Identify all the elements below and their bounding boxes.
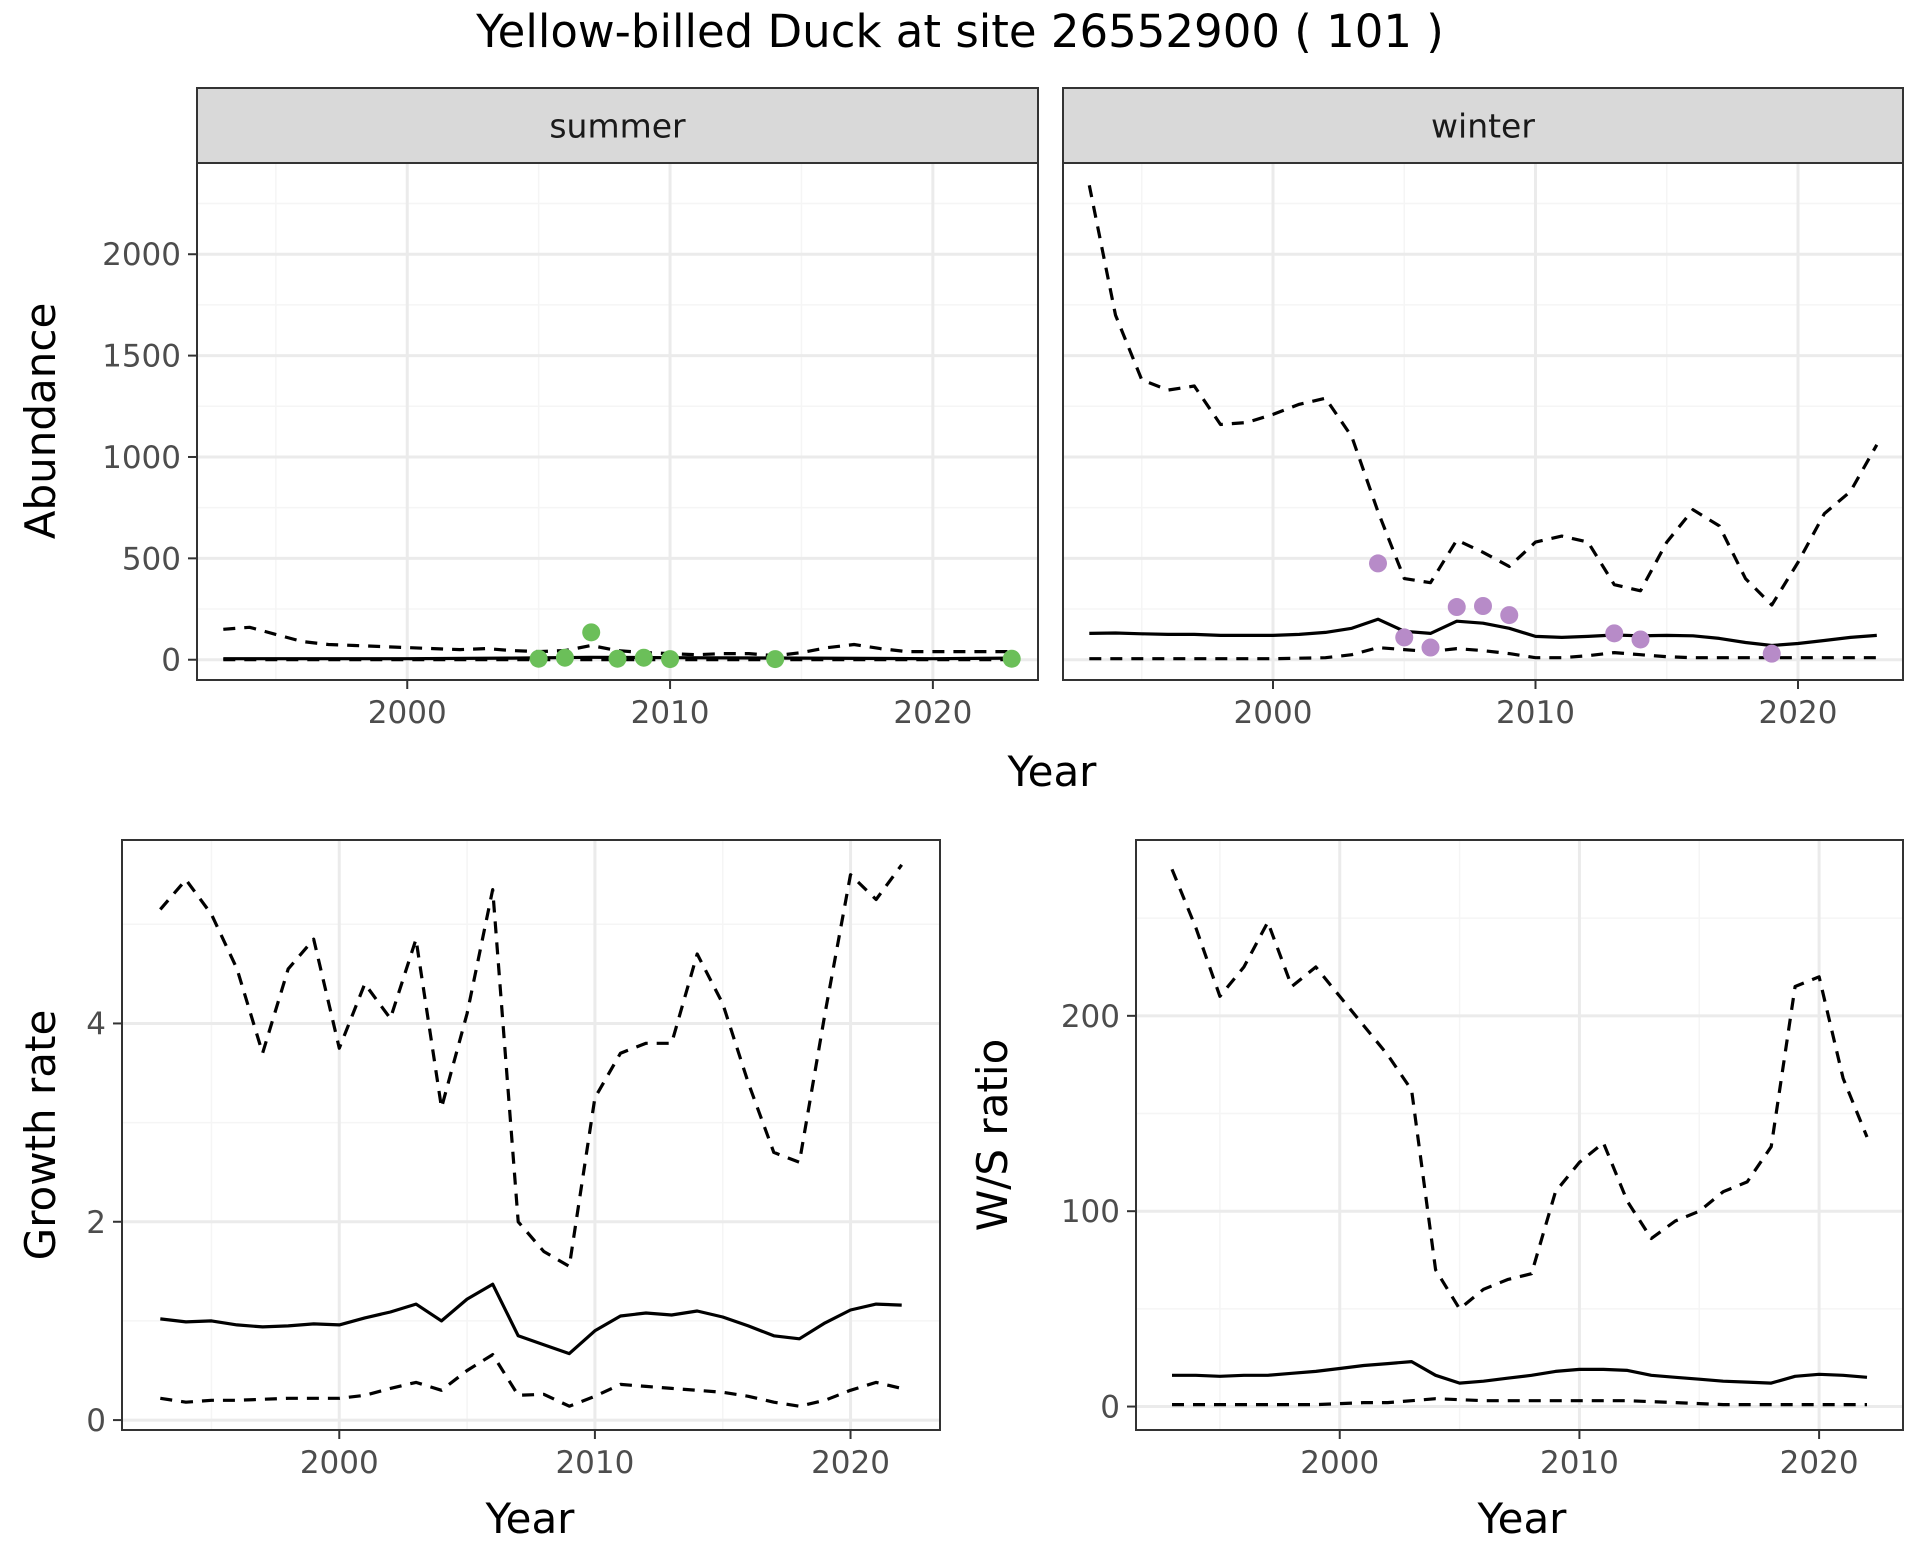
ws_ratio-mean-line	[1172, 1359, 1868, 1385]
y-tick-label: 1500	[102, 339, 181, 375]
x-tick-label: 2000	[300, 1445, 379, 1481]
x-tick-label: 2000	[1300, 1445, 1379, 1481]
winter-observed-point	[1447, 598, 1466, 617]
winter-observed-point	[1474, 596, 1492, 615]
y-tick-label: 100	[1061, 1194, 1120, 1230]
summer-strip	[196, 87, 1039, 164]
growth-mean-line	[160, 1282, 902, 1356]
x-tick-label: 2000	[1234, 695, 1313, 731]
y-tick-label: 0	[86, 1403, 106, 1439]
ratio-y-axis-title: W/S ratio	[968, 1039, 1017, 1232]
winter-observed-point	[1631, 630, 1650, 649]
summer-observed-point	[582, 623, 601, 642]
summer-upper-line	[223, 625, 1012, 658]
ws_ratio-panel-border	[1135, 839, 1904, 1431]
ratio-x-axis-title: Year	[1477, 1494, 1568, 1543]
panel-summer: summer 2000 2010 2020 0 500 1000 1500 2000	[102, 87, 1039, 731]
top-x-axis-title: Year	[1007, 747, 1098, 796]
winter-observed-point	[1762, 644, 1781, 663]
x-tick-label: 2010	[555, 1445, 634, 1481]
figure-title: Yellow-billed Duck at site 26552900 ( 10…	[475, 5, 1444, 58]
winter-observed-point	[1421, 638, 1440, 657]
growth-panel-border	[121, 839, 941, 1431]
summer-observed-point	[555, 648, 574, 667]
ws_ratio-lower-line	[1172, 1397, 1867, 1407]
x-tick-label: 2010	[1540, 1445, 1619, 1481]
y-tick-label: 1000	[102, 440, 181, 476]
growth-lower-line	[160, 1352, 903, 1408]
ws_ratio-upper-line	[1170, 868, 1869, 1311]
summer-observed-point	[529, 649, 548, 668]
winter-observed-point	[1605, 624, 1624, 643]
growth-y-axis-title: Growth rate	[16, 1010, 65, 1261]
y-tick-label: 500	[122, 541, 181, 577]
panel-winter: winter 2000 2010 2020	[1062, 87, 1904, 731]
panel-growth: 2000 2010 2020 0 2 4	[86, 839, 941, 1481]
y-tick-label: 2	[86, 1205, 106, 1241]
summer-observed-point	[661, 650, 680, 669]
x-tick-label: 2020	[1759, 695, 1838, 731]
summer-observed-point	[1002, 649, 1021, 668]
summer-mean-line	[223, 655, 1012, 661]
winter-strip-label: winter	[1431, 107, 1535, 146]
y-tick-label: 2000	[102, 237, 181, 273]
summer-observed-point	[608, 649, 627, 668]
top-y-axis-title: Abundance	[16, 303, 65, 540]
panel-ws_ratio: 2000 2010 2020 0 100 200	[1061, 839, 1904, 1481]
winter-strip	[1062, 87, 1904, 164]
winter-observed-point	[1395, 628, 1414, 647]
winter-mean-line	[1089, 617, 1877, 648]
y-tick-label: 0	[161, 643, 181, 679]
summer-observed-point	[766, 650, 785, 669]
y-tick-label: 200	[1061, 999, 1120, 1035]
growth-upper-line	[159, 863, 903, 1269]
summer-strip-label: summer	[549, 107, 686, 146]
winter-observed-point	[1369, 554, 1387, 573]
x-tick-label: 2010	[631, 695, 710, 731]
x-tick-label: 2020	[811, 1445, 890, 1481]
winter-observed-point	[1500, 606, 1519, 625]
growth-plot-area	[122, 840, 940, 1430]
winter-plot-area	[1063, 163, 1903, 680]
summer-plot-area	[197, 163, 1038, 680]
x-tick-label: 2020	[1780, 1445, 1859, 1481]
y-tick-label: 0	[1100, 1390, 1120, 1426]
x-tick-label: 2020	[893, 695, 972, 731]
x-tick-label: 2000	[368, 695, 447, 731]
ws_ratio-plot-area	[1136, 840, 1903, 1430]
winter-upper-line	[1087, 184, 1879, 607]
x-tick-label: 2010	[1496, 695, 1575, 731]
summer-observed-point	[634, 648, 653, 667]
growth-x-axis-title: Year	[485, 1494, 576, 1543]
winter-lower-line	[1089, 645, 1877, 661]
y-tick-label: 4	[86, 1006, 106, 1042]
